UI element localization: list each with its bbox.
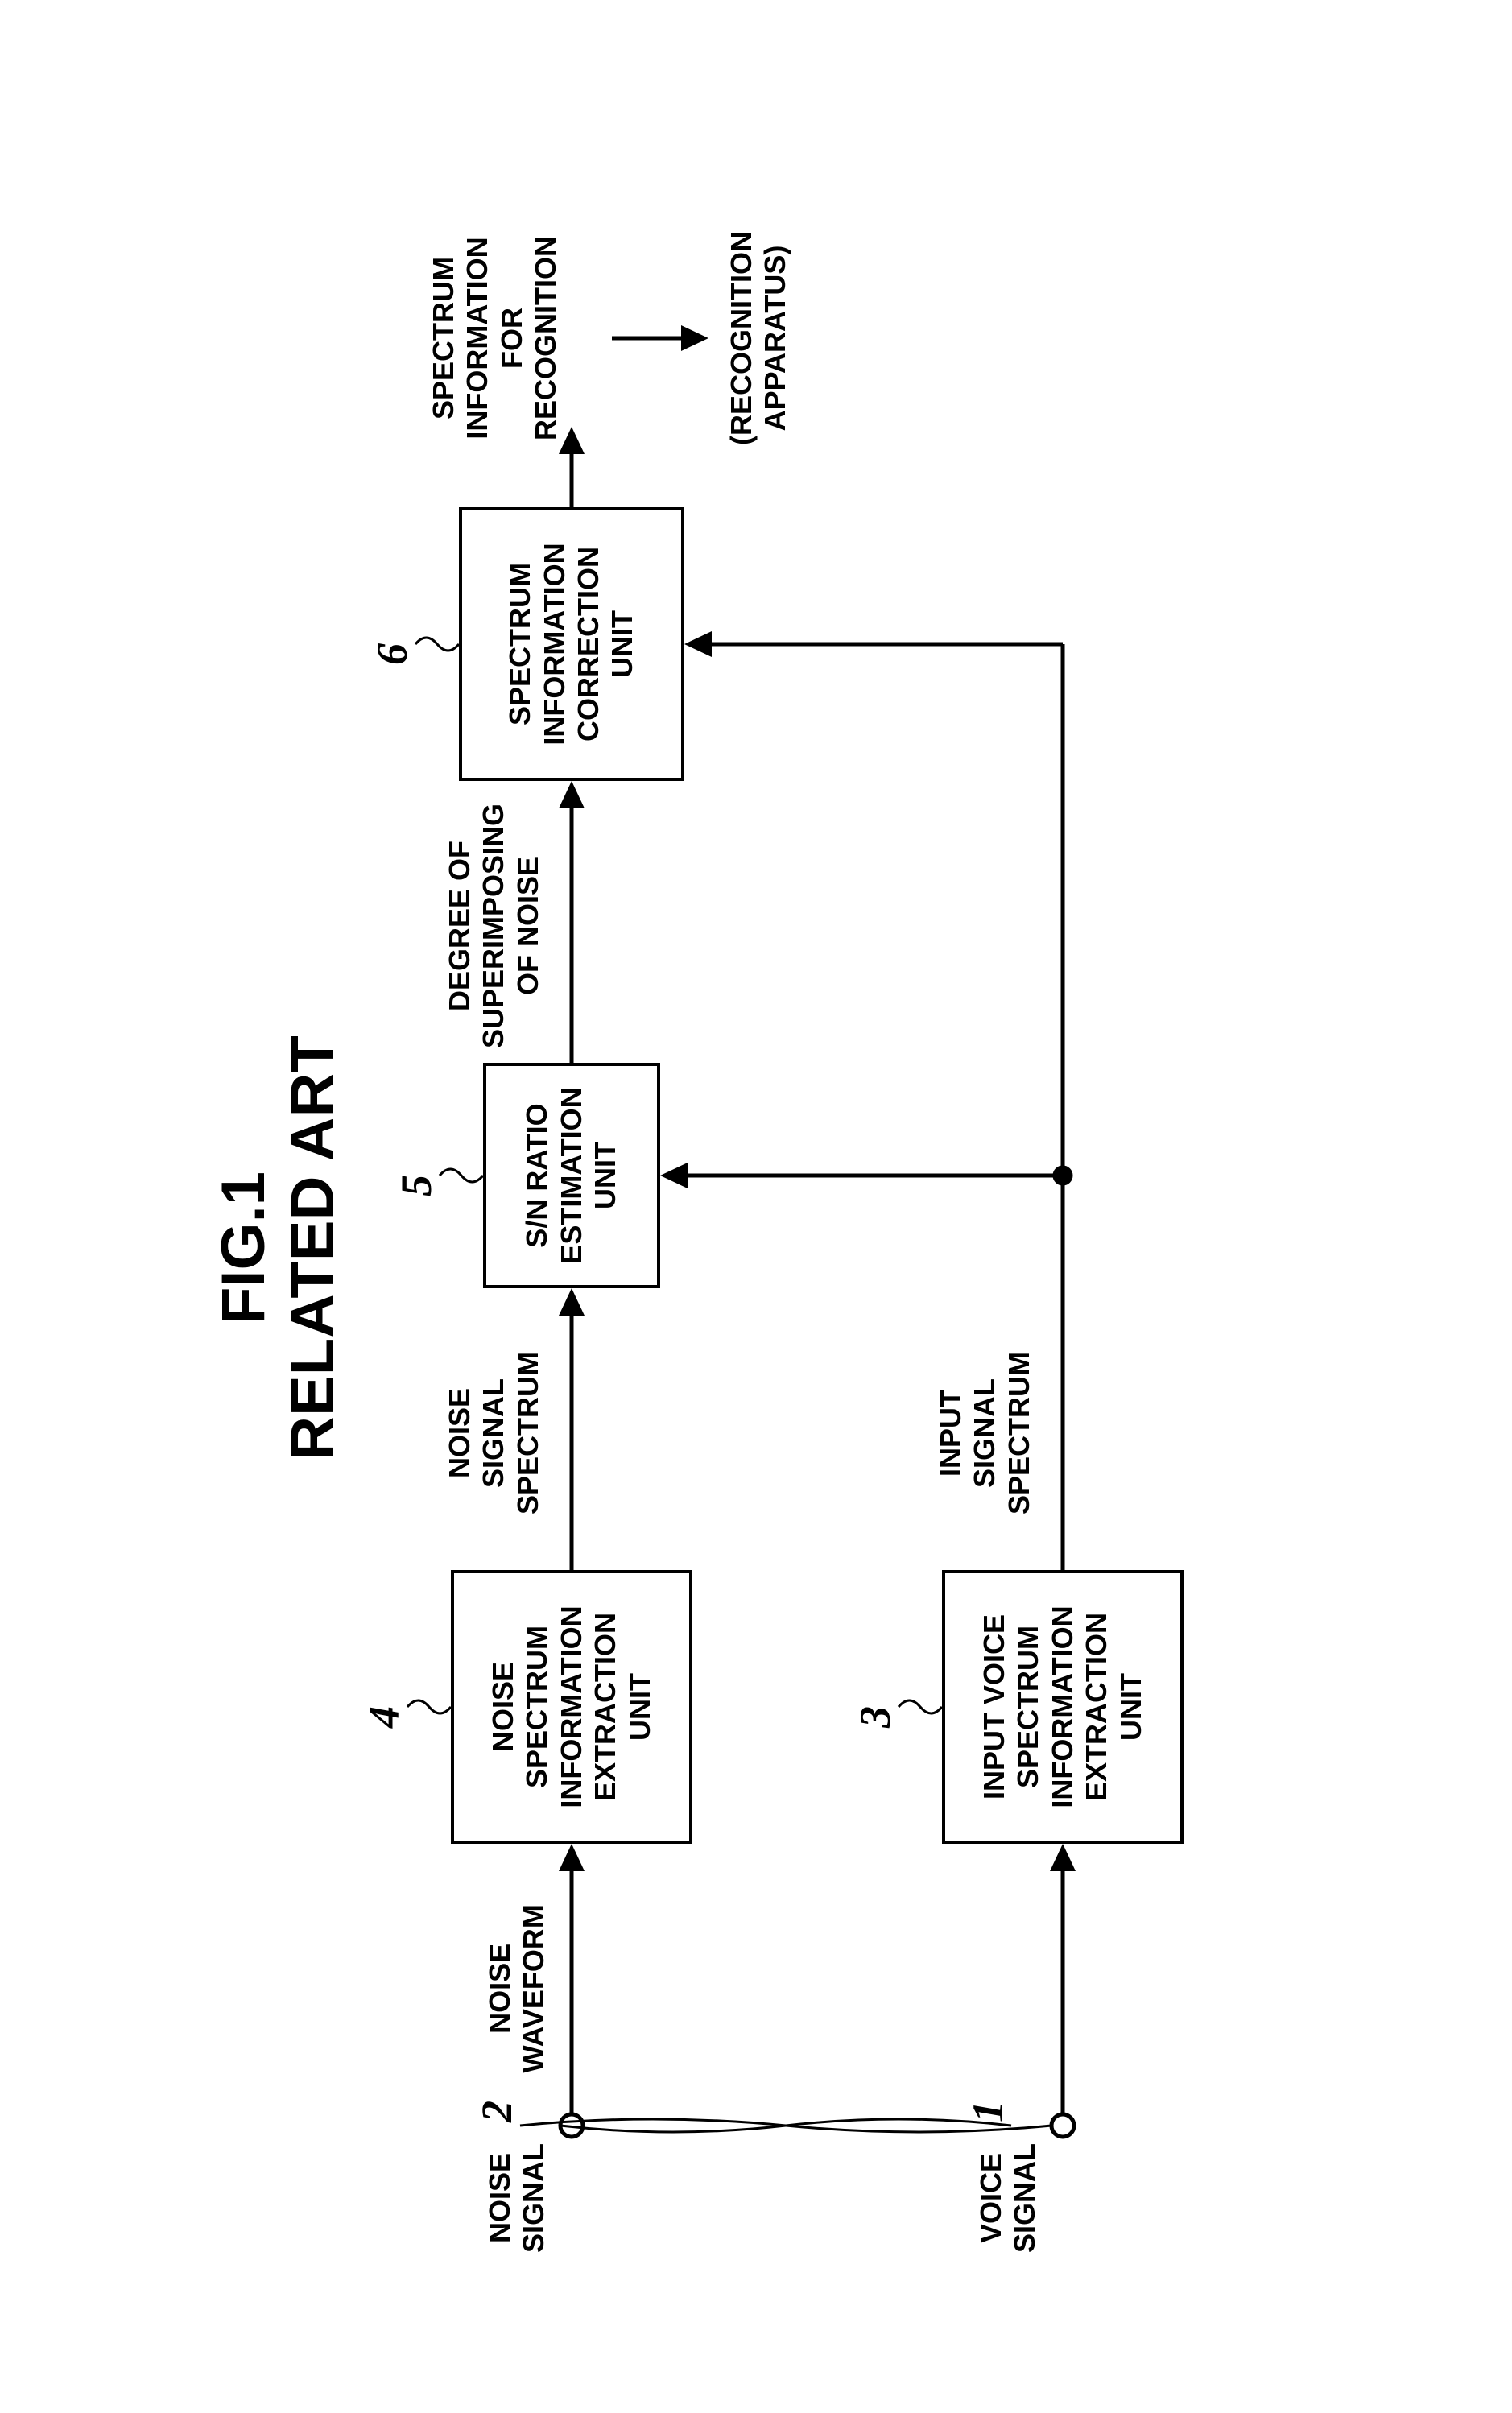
noise-extract-block: NOISE SPECTRUM INFORMATION EXTRACTION UN…	[451, 1570, 692, 1844]
flowchart-diagram: FIG.1 RELATED ART NOISE SPECTRUM INFORMA…	[113, 161, 1481, 2335]
voice-extract-block: INPUT VOICE SPECTRUM INFORMATION EXTRACT…	[942, 1570, 1184, 1844]
voice-signal-label: VOICE SIGNAL	[974, 2143, 1043, 2253]
ref-4: 4	[359, 1706, 409, 1728]
ref-2: 2	[472, 2101, 522, 2122]
noise-signal-label: NOISE SIGNAL	[483, 2143, 552, 2253]
ref-1: 1	[963, 2101, 1013, 2122]
noise-waveform-label: NOISE WAVEFORM	[483, 1904, 552, 2072]
recog-label: (RECOGNITION APPARATUS)	[725, 231, 793, 445]
input-spec-label: INPUT SIGNAL SPECTRUM	[934, 1352, 1036, 1514]
page: FIG.1 RELATED ART NOISE SPECTRUM INFORMA…	[0, 0, 1512, 2413]
ref-6: 6	[367, 643, 417, 665]
correction-block: SPECTRUM INFORMATION CORRECTION UNIT	[459, 507, 684, 781]
ref-5: 5	[391, 1175, 441, 1196]
sn-ratio-block: S/N RATIO ESTIMATION UNIT	[483, 1063, 660, 1288]
figure-title: FIG.1 RELATED ART	[209, 161, 348, 2335]
degree-label: DEGREE OF SUPERIMPOSING OF NOISE	[443, 804, 545, 1048]
output-label: SPECTRUM INFORMATION FOR RECOGNITION	[427, 236, 564, 440]
ref-3: 3	[850, 1706, 900, 1728]
noise-spec-label: NOISE SIGNAL SPECTRUM	[443, 1352, 545, 1514]
